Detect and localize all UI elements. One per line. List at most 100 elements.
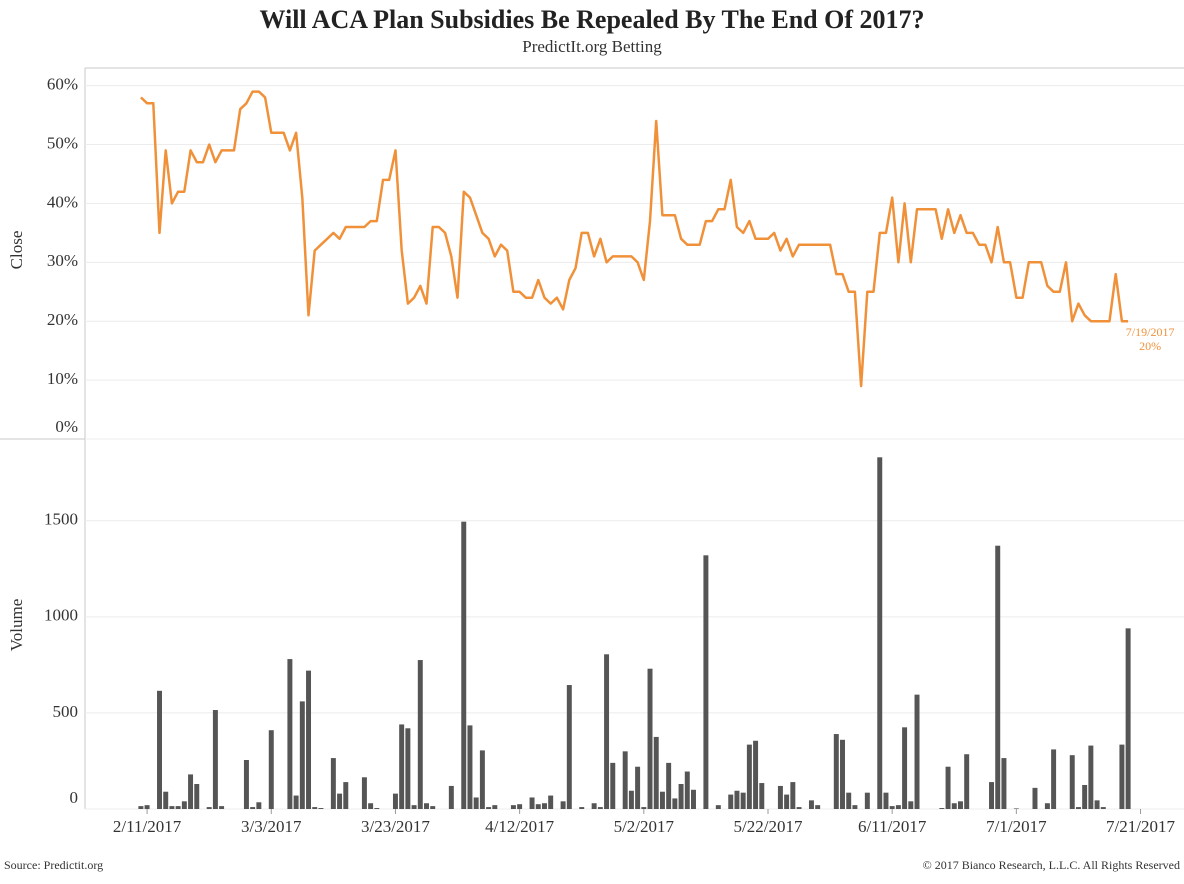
y2-tick-label: 1000	[44, 606, 78, 625]
volume-bar	[672, 798, 678, 809]
volume-bar	[895, 805, 901, 809]
volume-bar	[889, 806, 895, 809]
volume-bar	[163, 791, 169, 809]
volume-bar	[566, 685, 572, 809]
x-tick-label: 4/12/2017	[485, 817, 554, 836]
volume-bar	[479, 750, 485, 809]
volume-bar	[1001, 758, 1007, 809]
volume-bar	[846, 792, 852, 809]
volume-bar	[486, 807, 492, 809]
volume-bar	[753, 740, 759, 809]
volume-bar	[852, 805, 858, 809]
chart-subtitle: PredictIt.org Betting	[522, 37, 662, 56]
y2-tick-label: 500	[53, 702, 79, 721]
volume-bar	[684, 771, 690, 809]
volume-bar	[287, 659, 293, 809]
volume-bar	[374, 808, 380, 809]
x-tick-label: 6/11/2017	[858, 817, 927, 836]
volume-bar	[1082, 784, 1088, 809]
x-tick-label: 2/11/2017	[113, 817, 182, 836]
volume-bar	[535, 804, 541, 809]
volume-bar	[461, 521, 467, 809]
volume-bar	[1125, 628, 1131, 809]
volume-bar	[1032, 787, 1038, 809]
volume-bar	[256, 802, 262, 809]
y-tick-label: 10%	[47, 369, 78, 388]
volume-bar	[703, 555, 709, 809]
volume-bar	[659, 791, 665, 809]
volume-bar	[604, 654, 610, 809]
end-label: 20%	[1139, 339, 1161, 353]
x-tick-label: 3/23/2017	[361, 817, 430, 836]
volume-bar	[250, 807, 256, 809]
volume-bar	[157, 690, 162, 809]
volume-bar	[635, 766, 641, 809]
volume-bar	[510, 805, 516, 809]
volume-bar	[957, 801, 963, 809]
volume-bar	[864, 792, 870, 809]
x-tick-label: 7/21/2017	[1106, 817, 1175, 836]
volume-bar	[796, 807, 802, 809]
volume-bar	[641, 807, 647, 809]
volume-bar	[746, 744, 752, 809]
volume-bar	[610, 762, 616, 809]
y2-tick-label: 1500	[44, 510, 78, 529]
volume-bar	[330, 758, 336, 809]
volume-bar	[1044, 803, 1050, 809]
volume-bar	[1013, 808, 1019, 809]
volume-bar	[424, 803, 429, 809]
volume-bar	[1051, 749, 1057, 809]
volume-bar	[399, 724, 405, 809]
volume-bar	[473, 797, 479, 809]
y2-axis-title: Volume	[7, 599, 26, 652]
x-tick-label: 5/22/2017	[734, 817, 803, 836]
volume-bar	[1119, 744, 1125, 809]
volume-bar	[144, 805, 150, 809]
volume-bar	[877, 457, 883, 809]
volume-bar	[467, 725, 473, 809]
volume-bar	[591, 803, 597, 809]
volume-bar	[914, 694, 920, 809]
volume-bar	[1069, 755, 1075, 809]
volume-bar	[964, 754, 970, 809]
volume-bar	[430, 806, 436, 809]
close-line	[140, 90, 1129, 388]
volume-bar	[939, 808, 945, 809]
volume-bar	[138, 806, 144, 809]
volume-bar	[492, 805, 498, 809]
volume-bar	[306, 670, 312, 809]
volume-bar	[268, 730, 274, 809]
volume-bar	[883, 792, 889, 809]
volume-bar	[299, 701, 305, 809]
volume-bar	[448, 785, 454, 809]
volume-bar	[840, 739, 845, 809]
volume-bar	[337, 793, 343, 809]
volume-bar	[517, 804, 523, 809]
x-tick-label: 5/2/2017	[614, 817, 675, 836]
volume-bar	[212, 710, 218, 809]
volume-bar	[790, 782, 796, 809]
volume-bar	[219, 806, 225, 809]
volume-bar	[206, 807, 212, 809]
volume-bar	[312, 807, 318, 809]
volume-bar	[361, 777, 367, 809]
volume-bar	[989, 782, 995, 809]
volume-bar	[1100, 807, 1106, 809]
volume-bar	[784, 794, 790, 809]
volume-bar	[945, 766, 951, 809]
volume-bar	[691, 789, 696, 809]
volume-bar	[728, 794, 734, 809]
end-label: 7/19/2017	[1126, 325, 1175, 339]
volume-bar	[243, 759, 249, 809]
volume-bar	[1088, 745, 1094, 809]
volume-bar	[902, 727, 908, 809]
volume-bar	[405, 728, 411, 809]
x-tick-label: 7/1/2017	[986, 817, 1047, 836]
y-tick-label: 30%	[47, 251, 78, 270]
volume-bar	[808, 800, 814, 809]
volume-bar	[653, 736, 659, 809]
volume-bar	[579, 807, 585, 809]
volume-bar	[740, 792, 746, 809]
volume-bar	[951, 803, 957, 809]
